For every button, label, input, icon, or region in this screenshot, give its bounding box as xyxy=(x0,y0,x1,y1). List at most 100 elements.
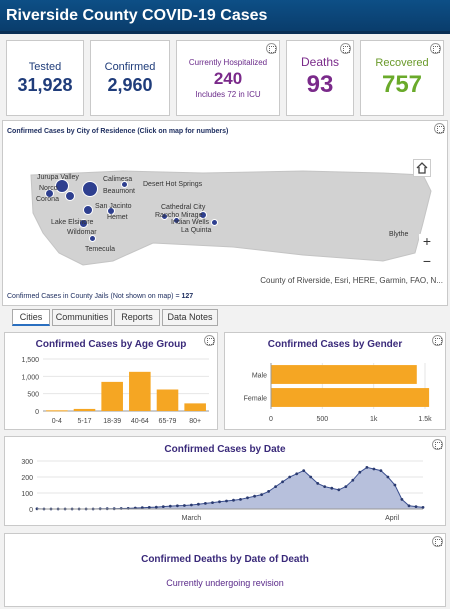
date-point[interactable] xyxy=(183,504,186,507)
date-point[interactable] xyxy=(239,498,242,501)
gender-chart-title: Confirmed Cases by Gender xyxy=(267,339,403,350)
city-marker[interactable] xyxy=(89,235,96,242)
city-marker[interactable] xyxy=(199,211,207,219)
date-point[interactable] xyxy=(358,470,362,474)
date-point[interactable] xyxy=(337,488,341,492)
date-point[interactable] xyxy=(218,500,221,504)
x-tick-label: 500 xyxy=(316,416,328,423)
app-header: Riverside County COVID-19 Cases xyxy=(0,0,450,34)
age-bar[interactable] xyxy=(101,381,123,411)
x-tick-label: 5-17 xyxy=(77,418,91,425)
expand-icon[interactable] xyxy=(204,335,215,346)
city-marker[interactable] xyxy=(211,219,218,226)
date-point[interactable] xyxy=(176,504,179,508)
y-tick-label: Male xyxy=(252,373,267,380)
map-canvas[interactable] xyxy=(3,143,447,283)
date-point[interactable] xyxy=(288,475,292,479)
date-point[interactable] xyxy=(211,501,214,504)
tab-reports[interactable]: Reports xyxy=(114,309,160,326)
date-point[interactable] xyxy=(147,506,151,509)
age-bar[interactable] xyxy=(46,410,68,412)
date-point[interactable] xyxy=(414,505,418,508)
zoom-out-button[interactable]: − xyxy=(419,254,435,270)
gender-bar[interactable] xyxy=(271,365,417,384)
date-point[interactable] xyxy=(330,486,334,490)
y-tick-label: 0 xyxy=(35,409,39,416)
home-button[interactable] xyxy=(413,159,431,177)
date-point[interactable] xyxy=(204,502,207,505)
date-point[interactable] xyxy=(351,478,355,482)
date-point[interactable] xyxy=(295,472,299,476)
tab-data-notes[interactable]: Data Notes xyxy=(162,309,218,326)
date-point[interactable] xyxy=(140,506,144,510)
date-point[interactable] xyxy=(197,502,200,506)
expand-icon[interactable] xyxy=(434,123,445,134)
date-point[interactable] xyxy=(316,482,320,485)
map-attribution: County of Riverside, Esri, HERE, Garmin,… xyxy=(260,276,443,285)
date-point[interactable] xyxy=(281,480,284,484)
expand-icon[interactable] xyxy=(432,439,443,450)
date-point[interactable] xyxy=(253,494,256,498)
date-point[interactable] xyxy=(302,469,306,472)
date-point[interactable] xyxy=(225,499,228,503)
date-point[interactable] xyxy=(168,504,172,508)
date-point[interactable] xyxy=(323,485,327,488)
date-point[interactable] xyxy=(274,485,277,488)
x-tick-label: March xyxy=(182,515,202,522)
age-bar[interactable] xyxy=(156,389,179,411)
city-marker[interactable] xyxy=(107,207,115,215)
city-label: Desert Hot Springs xyxy=(143,181,203,188)
date-point[interactable] xyxy=(393,483,397,487)
date-point[interactable] xyxy=(407,504,411,508)
city-marker[interactable] xyxy=(121,181,128,188)
city-marker[interactable] xyxy=(65,191,75,201)
date-point[interactable] xyxy=(421,506,425,509)
age-bar[interactable] xyxy=(73,408,96,411)
tab-communities[interactable]: Communities xyxy=(52,309,112,326)
date-point[interactable] xyxy=(400,498,404,501)
tab-cities[interactable]: Cities xyxy=(12,309,50,326)
date-point[interactable] xyxy=(372,467,376,471)
stat-card-deaths: Deaths 93 xyxy=(286,40,354,116)
y-tick-label: Female xyxy=(244,396,267,403)
x-tick-label: 80+ xyxy=(189,418,201,425)
date-point[interactable] xyxy=(379,469,383,472)
expand-icon[interactable] xyxy=(432,536,443,547)
city-marker[interactable] xyxy=(83,205,93,215)
age-bar[interactable] xyxy=(184,403,206,411)
city-marker[interactable] xyxy=(45,189,54,198)
date-point[interactable] xyxy=(190,503,193,507)
date-chart-title: Confirmed Cases by Date xyxy=(164,444,286,455)
date-point[interactable] xyxy=(309,475,313,479)
date-point[interactable] xyxy=(344,485,348,488)
date-point[interactable] xyxy=(386,475,390,479)
date-point[interactable] xyxy=(365,466,369,469)
date-point[interactable] xyxy=(260,493,263,496)
city-label: Cathedral City xyxy=(161,204,206,211)
city-marker[interactable] xyxy=(55,179,69,193)
stat-card-recovered: Recovered 757 xyxy=(360,40,444,116)
y-tick-label: 0 xyxy=(29,507,33,514)
gender-chart: 0 500 1k 1.5k Male Female xyxy=(244,363,432,423)
stat-card-tested: Tested 31,928 xyxy=(6,40,84,116)
expand-icon[interactable] xyxy=(266,43,277,54)
date-point[interactable] xyxy=(267,490,270,493)
zoom-in-button[interactable]: + xyxy=(419,234,435,250)
city-marker[interactable] xyxy=(173,217,180,224)
city-marker[interactable] xyxy=(79,219,88,228)
date-point[interactable] xyxy=(232,498,235,502)
city-label: Indian Wells xyxy=(171,219,210,226)
city-label: Temecula xyxy=(85,246,115,253)
expand-icon[interactable] xyxy=(340,43,351,54)
gender-chart-panel: Confirmed Cases by Gender 0 500 1k 1.5k Male… xyxy=(224,332,446,430)
stat-value: 93 xyxy=(306,71,334,98)
date-point[interactable] xyxy=(246,496,249,500)
gender-bar[interactable] xyxy=(271,388,430,407)
date-point[interactable] xyxy=(161,505,165,508)
expand-icon[interactable] xyxy=(432,335,443,346)
city-marker[interactable] xyxy=(82,181,98,197)
city-marker[interactable] xyxy=(161,213,168,220)
age-bar[interactable] xyxy=(129,371,151,411)
date-point[interactable] xyxy=(154,505,158,509)
expand-icon[interactable] xyxy=(430,43,441,54)
